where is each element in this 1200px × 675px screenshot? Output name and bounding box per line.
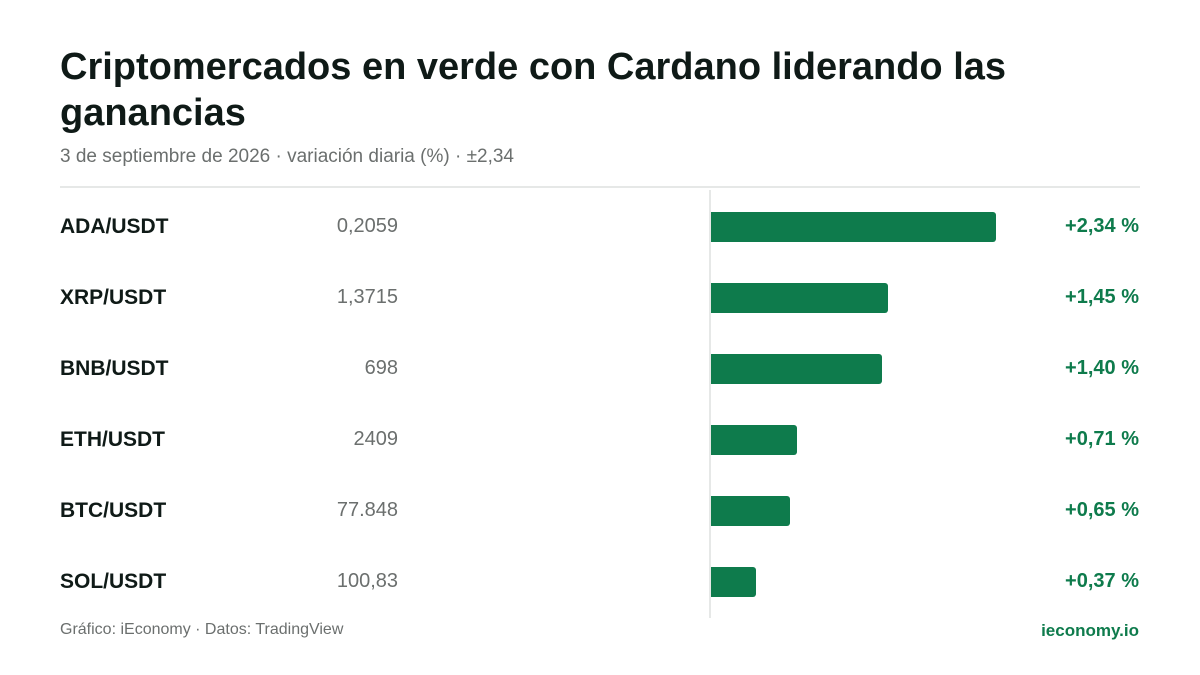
change-bar xyxy=(711,496,790,526)
change-label: +1,45 % xyxy=(1065,286,1139,308)
price-value: 100,83 xyxy=(336,570,398,592)
change-bar xyxy=(711,567,756,597)
price-value: 1,3715 xyxy=(336,286,398,308)
footer-brand-link[interactable]: ieconomy.io xyxy=(1041,621,1139,640)
header-divider xyxy=(60,186,1140,188)
change-label: +0,71 % xyxy=(1065,428,1139,450)
table-row: BTC/USDT 77.848 +0,65 % xyxy=(0,475,1200,546)
price-value: 698 xyxy=(364,357,398,379)
change-label: +1,40 % xyxy=(1065,357,1139,379)
price-value: 0,2059 xyxy=(336,215,398,237)
change-bar xyxy=(711,425,797,455)
change-bar xyxy=(711,283,888,313)
table-row: SOL/USDT 100,83 +0,37 % xyxy=(0,546,1200,617)
table-row: XRP/USDT 1,3715 +1,45 % xyxy=(0,262,1200,333)
change-label: +0,65 % xyxy=(1065,499,1139,521)
chart-title: Criptomercados en verde con Cardano lide… xyxy=(60,46,1007,134)
change-bar xyxy=(711,354,882,384)
table-row: BNB/USDT 698 +1,40 % xyxy=(0,333,1200,404)
pair-label: ETH/USDT xyxy=(60,428,165,451)
chart-subtitle: 3 de septiembre de 2026 · variación diar… xyxy=(60,146,514,167)
pair-label: ADA/USDT xyxy=(60,215,169,238)
table-row: ETH/USDT 2409 +0,71 % xyxy=(0,404,1200,475)
price-value: 77.848 xyxy=(336,499,398,521)
change-label: +2,34 % xyxy=(1065,215,1139,237)
change-label: +0,37 % xyxy=(1065,570,1139,592)
footer-credit: Gráfico: iEconomy · Datos: TradingView xyxy=(60,621,344,638)
table-row: ADA/USDT 0,2059 +2,34 % xyxy=(0,191,1200,262)
change-bar xyxy=(711,212,996,242)
pair-label: XRP/USDT xyxy=(60,286,167,309)
pair-label: SOL/USDT xyxy=(60,570,167,593)
pair-label: BNB/USDT xyxy=(60,357,169,380)
pair-label: BTC/USDT xyxy=(60,499,167,522)
zero-axis-line xyxy=(709,190,711,618)
price-value: 2409 xyxy=(353,428,399,450)
